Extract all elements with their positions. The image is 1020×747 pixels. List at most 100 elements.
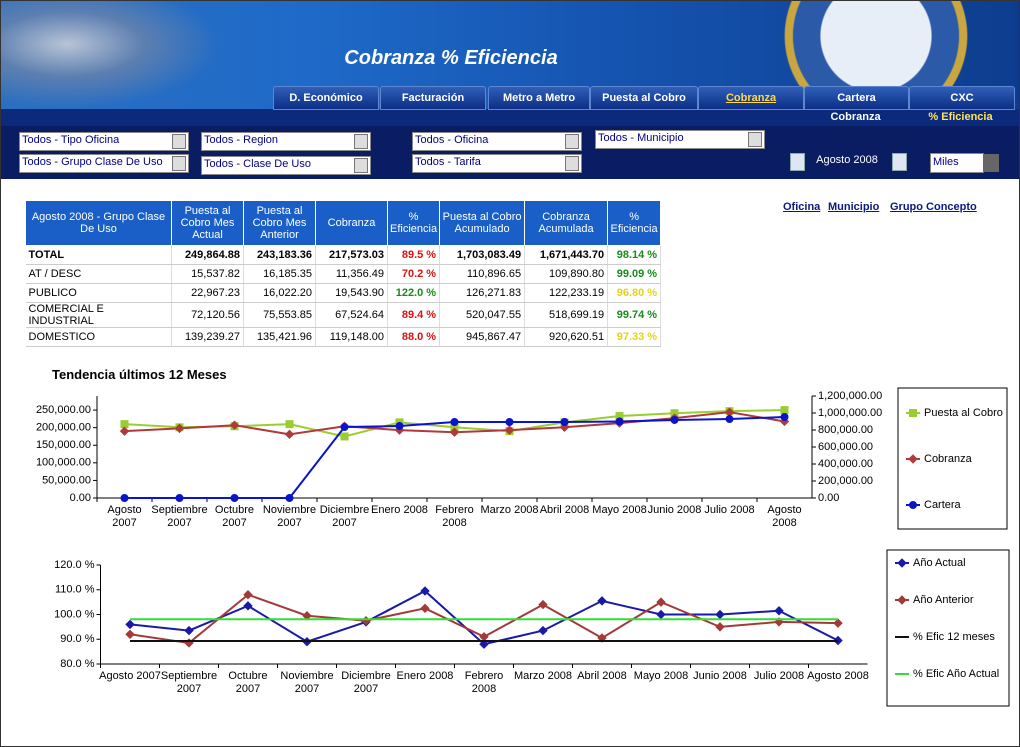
y2-tick-label: 1,200,000.00 — [818, 390, 882, 402]
sub-tab[interactable]: % Eficiencia — [928, 111, 993, 123]
prev-period[interactable] — [790, 153, 805, 171]
data-table: Agosto 2008 - Grupo Clase De Uso Puesta a… — [25, 200, 662, 347]
marker — [285, 494, 294, 502]
sub-tab[interactable]: Cobranza — [830, 111, 881, 123]
next-period[interactable] — [892, 153, 907, 171]
column-header[interactable]: Cobranza — [315, 200, 388, 246]
nav-tab[interactable]: Cartera — [804, 86, 909, 110]
nav-tab[interactable]: Metro a Metro — [488, 86, 590, 110]
table-cell: 19,543.90 — [315, 283, 388, 303]
y-tick-label: 250,000.00 — [36, 404, 91, 416]
marker — [125, 629, 135, 640]
marker — [395, 422, 404, 431]
marker — [538, 625, 548, 636]
filter[interactable]: Todos - Grupo Clase De Uso — [19, 154, 189, 173]
x-tick-label: Septiembre 2007 — [160, 670, 218, 695]
table-cell: 97.33 % — [607, 327, 662, 347]
marker — [420, 586, 430, 596]
marker — [243, 601, 253, 611]
column-header[interactable]: Puesta al Cobro Mes Anterior — [243, 200, 316, 246]
filter[interactable]: Todos - Tipo Oficina — [19, 132, 189, 151]
nav-tab[interactable]: Puesta al Cobro — [590, 86, 698, 110]
table-cell: COMERCIAL E INDUSTRIAL — [25, 302, 172, 328]
table-cell: 109,890.80 — [524, 264, 609, 284]
y-tick-label: 50,000.00 — [42, 474, 91, 486]
table-cell: AT / DESC — [25, 264, 172, 284]
link[interactable]: Oficina — [783, 201, 821, 213]
marker — [479, 632, 489, 642]
marker — [897, 558, 907, 568]
nav-tab[interactable]: Cobranza — [698, 86, 804, 110]
marker — [125, 619, 135, 630]
marker — [184, 625, 194, 636]
marker — [538, 599, 548, 610]
table-cell: 67,524.64 — [315, 302, 388, 328]
chart-title: Tendencia últimos 12 Meses — [52, 367, 227, 382]
legend-box — [886, 549, 1010, 707]
table-cell: 122,233.19 — [524, 283, 609, 303]
filter[interactable]: Todos - Tarifa — [412, 154, 582, 173]
page-title: Cobranza % Eficiencia — [344, 47, 558, 69]
column-header[interactable]: % Eficiencia — [607, 200, 662, 246]
y2-tick-label: 0.00 — [818, 492, 839, 504]
y2-tick-label: 200,000.00 — [818, 475, 873, 487]
sub-bar — [1, 109, 1019, 126]
column-header[interactable]: % Eficiencia — [386, 200, 441, 246]
x-tick-label: Febrero 2008 — [464, 670, 504, 695]
marker — [656, 609, 666, 620]
legend-label: Cobranza — [924, 453, 973, 465]
table-cell: 110,896.65 — [439, 264, 526, 284]
filter[interactable]: Todos - Municipio — [595, 130, 765, 149]
table-cell: 243,183.36 — [243, 245, 316, 265]
table-cell: 89.4 % — [387, 302, 441, 328]
nav-tab[interactable]: CXC — [909, 86, 1015, 110]
x-tick-label: Octubre 2007 — [228, 670, 268, 695]
x-tick-label: Junio 2008 — [647, 504, 702, 516]
table-cell: 945,867.47 — [439, 327, 526, 347]
filter[interactable]: Todos - Region — [201, 132, 371, 151]
table-cell: 920,620.51 — [524, 327, 609, 347]
x-tick-label: Junio 2008 — [693, 670, 747, 682]
column-header[interactable]: Puesta al Cobro Acumulado — [439, 200, 526, 246]
marker — [340, 423, 349, 432]
marker — [780, 412, 789, 421]
link[interactable]: Municipio — [828, 201, 880, 213]
x-tick-label: Diciembre 2007 — [319, 504, 370, 529]
y-tick-label: 80.0 % — [60, 658, 94, 670]
column-header[interactable]: Agosto 2008 - Grupo Clase De Uso — [25, 200, 172, 246]
table-cell: 11,356.49 — [315, 264, 388, 284]
y2-tick-label: 800,000.00 — [818, 424, 873, 436]
marker — [725, 415, 734, 424]
link[interactable]: Grupo Concepto — [890, 201, 977, 213]
table-cell: 249,864.88 — [171, 245, 244, 265]
table-cell: 72,120.56 — [171, 302, 244, 328]
y-tick-label: 200,000.00 — [36, 422, 91, 434]
marker — [615, 417, 624, 426]
table-cell: 75,553.85 — [243, 302, 316, 328]
marker — [909, 501, 917, 509]
marker — [909, 409, 917, 417]
table-row: TOTAL 249,864.88 243,183.36 217,573.03 89.5 … — [25, 245, 662, 265]
x-tick-label: Agosto 2007 — [99, 670, 161, 682]
marker — [597, 596, 607, 606]
column-header[interactable]: Cobranza Acumulada — [524, 200, 609, 246]
x-tick-label: Agosto 2008 — [767, 504, 802, 529]
filter[interactable]: Todos - Clase De Uso — [201, 156, 371, 175]
nav-tab[interactable]: Facturación — [380, 86, 486, 110]
table-row: DOMESTICO 139,239.27 135,421.96 119,148.00 8… — [25, 327, 662, 347]
marker — [119, 426, 130, 436]
table-cell: 135,421.96 — [243, 327, 316, 347]
x-tick-label: Abril 2008 — [577, 670, 627, 682]
units-select[interactable]: Miles — [930, 153, 999, 173]
table-cell: 16,022.20 — [243, 283, 316, 303]
filter[interactable]: Todos - Oficina — [412, 132, 582, 151]
marker — [715, 609, 725, 620]
table-cell: 520,047.55 — [439, 302, 526, 328]
table-cell: 126,271.83 — [439, 283, 526, 303]
marker — [780, 406, 789, 415]
nav-tab[interactable]: D. Económico — [273, 86, 379, 110]
column-header[interactable]: Puesta al Cobro Mes Actual — [171, 200, 244, 246]
y-tick-label: 100.0 % — [54, 608, 95, 620]
table-cell: 1,703,083.49 — [439, 245, 526, 265]
marker — [670, 415, 679, 424]
